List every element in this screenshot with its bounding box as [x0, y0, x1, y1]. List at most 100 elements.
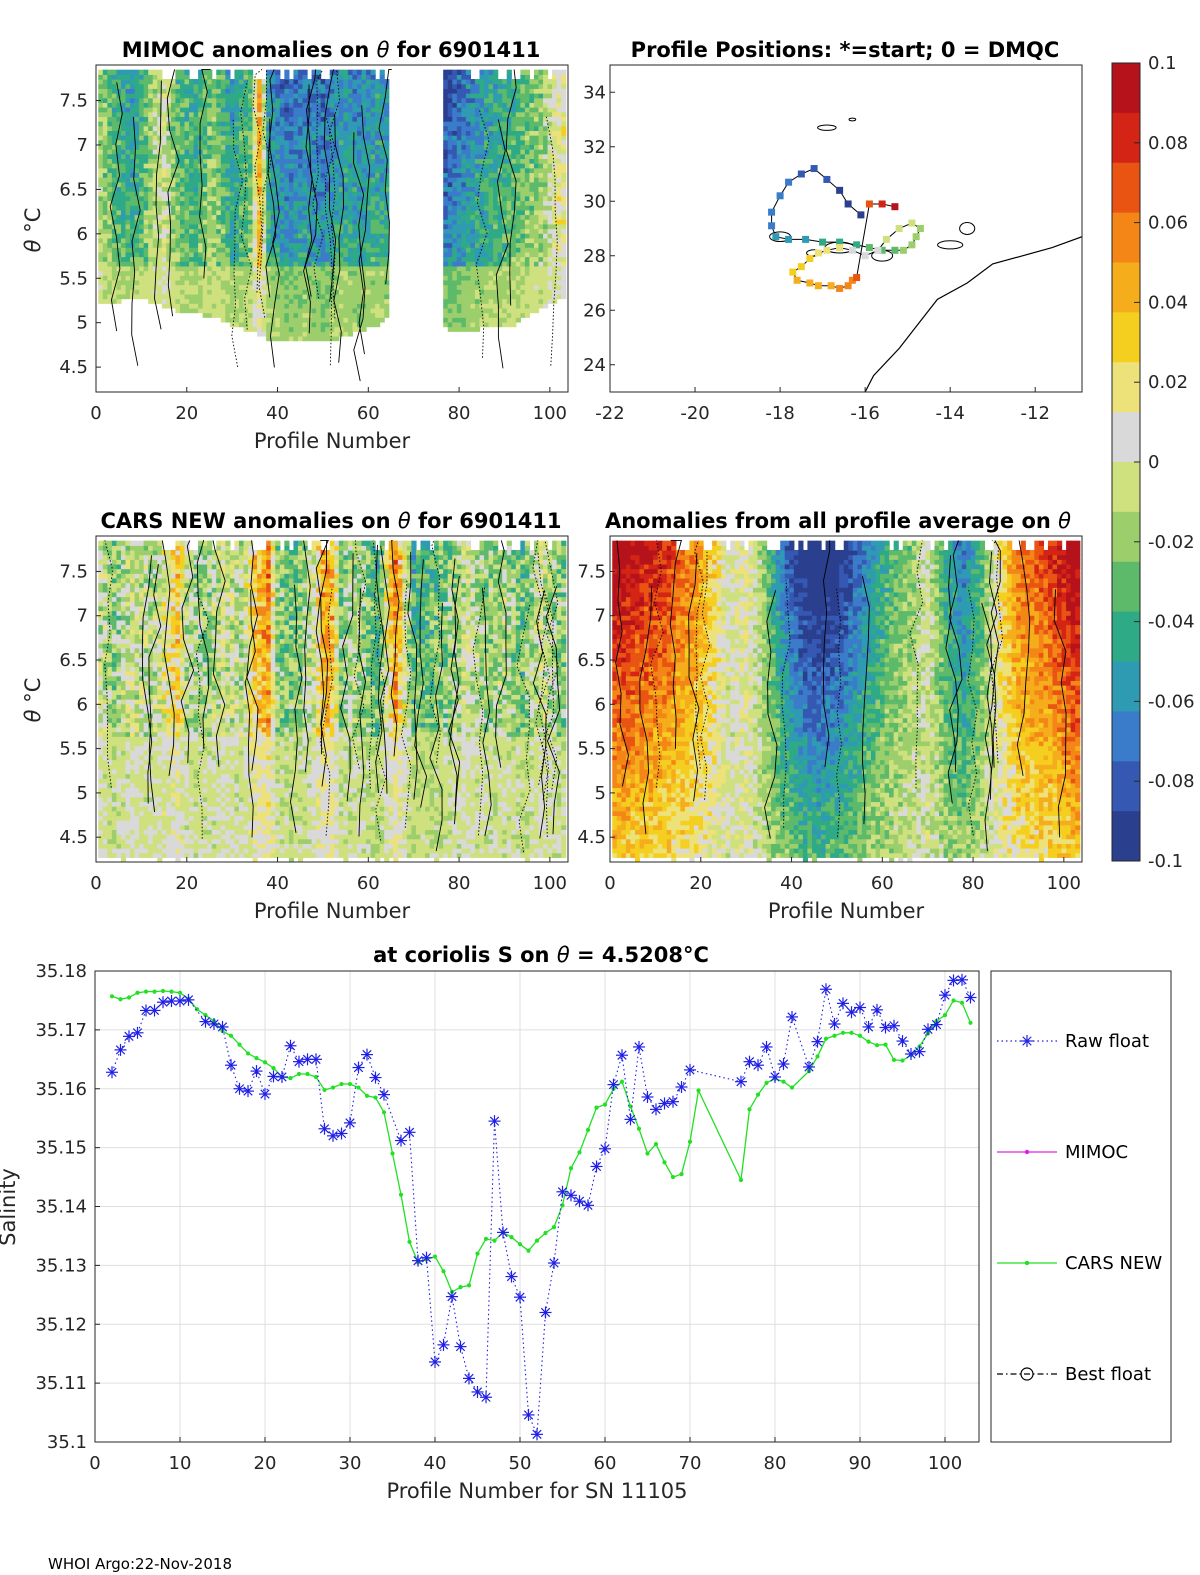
heatmap-cell: [211, 102, 217, 108]
heatmap-cell: [443, 261, 449, 267]
heatmap-cell: [461, 116, 467, 122]
heatmap-cell: [461, 111, 467, 117]
heatmap-cell: [311, 289, 317, 295]
heatmap-cell: [543, 163, 549, 169]
heatmap-cell: [207, 298, 213, 304]
heatmap-cell: [211, 97, 217, 103]
heatmap-cell: [307, 261, 313, 267]
heatmap-cell: [179, 303, 186, 309]
heatmap-cell: [207, 270, 213, 276]
heatmap-cell: [465, 200, 472, 206]
heatmap-cell: [102, 121, 108, 127]
heatmap-cell: [288, 111, 295, 117]
heatmap-cell: [134, 153, 140, 160]
heatmap-cell: [252, 251, 258, 258]
heatmap-cell: [238, 223, 245, 230]
heatmap-cell: [561, 74, 567, 80]
heatmap-cell: [275, 223, 281, 230]
heatmap-cell: [225, 97, 231, 103]
heatmap-cell: [125, 102, 131, 108]
heatmap-cell: [447, 191, 453, 197]
heatmap-cell: [98, 293, 104, 300]
heatmap-cell: [216, 83, 222, 89]
heatmap-cell: [307, 275, 313, 281]
heatmap-cell: [488, 251, 494, 258]
heatmap-cell: [143, 209, 149, 216]
heatmap-cell: [484, 242, 490, 248]
heatmap-cell: [316, 158, 322, 164]
heatmap-cell: [184, 237, 190, 244]
heatmap-cell: [484, 107, 490, 113]
heatmap-cell: [493, 163, 499, 169]
heatmap-cell: [484, 205, 490, 211]
heatmap-cell: [161, 172, 167, 178]
heatmap-cell: [252, 149, 258, 155]
heatmap-cell: [547, 111, 553, 117]
heatmap-cell: [524, 125, 531, 131]
heatmap-cell: [474, 265, 481, 272]
heatmap-cell: [520, 177, 526, 183]
heatmap-cell: [329, 125, 335, 131]
heatmap-cell: [506, 289, 512, 295]
heatmap-cell: [143, 251, 149, 258]
heatmap-cell: [198, 153, 204, 160]
heatmap-cell: [515, 214, 521, 220]
heatmap-cell: [452, 303, 458, 309]
heatmap-cell: [252, 214, 258, 220]
heatmap-cell: [502, 209, 508, 216]
heatmap-cell: [243, 242, 249, 248]
heatmap-cell: [470, 261, 476, 267]
heatmap-cell: [316, 88, 322, 94]
heatmap-cell: [311, 111, 317, 117]
heatmap-cell: [179, 247, 186, 253]
heatmap-cell: [98, 116, 104, 122]
heatmap-cell: [179, 265, 186, 272]
heatmap-cell: [479, 102, 485, 108]
heatmap-cell: [366, 214, 372, 220]
heatmap-cell: [102, 242, 108, 248]
heatmap-cell: [447, 251, 453, 258]
heatmap-cell: [166, 111, 172, 117]
heatmap-cell: [356, 153, 363, 160]
heatmap-cell: [484, 102, 490, 108]
heatmap-cell: [356, 307, 363, 314]
heatmap-cell: [207, 219, 213, 225]
heatmap-cell: [125, 74, 131, 80]
heatmap-cell: [506, 139, 512, 146]
heatmap-cell: [275, 289, 281, 295]
heatmap-cell: [238, 205, 245, 211]
heatmap-cell: [293, 177, 299, 183]
heatmap-cell: [316, 163, 322, 169]
heatmap-cell: [320, 144, 326, 150]
heatmap-cell: [220, 79, 226, 85]
heatmap-cell: [461, 69, 467, 75]
heatmap-cell: [352, 125, 358, 131]
heatmap-cell: [229, 289, 236, 295]
heatmap-cell: [125, 144, 131, 150]
heatmap-cell: [479, 219, 485, 225]
heatmap-cell: [543, 69, 549, 75]
heatmap-cell: [270, 303, 276, 309]
heatmap-cell: [293, 261, 299, 267]
heatmap-cell: [266, 265, 272, 272]
heatmap-cell: [375, 251, 381, 258]
heatmap-cell: [511, 186, 517, 192]
heatmap-cell: [538, 158, 544, 164]
heatmap-cell: [320, 88, 326, 94]
heatmap-cell: [447, 312, 453, 318]
heatmap-cell: [465, 181, 472, 188]
contour-line: [154, 80, 162, 330]
heatmap-cell: [543, 107, 549, 113]
heatmap-cell: [366, 298, 372, 304]
heatmap-cell: [443, 181, 449, 188]
heatmap-cell: [102, 251, 108, 258]
heatmap-cell: [248, 111, 254, 117]
heatmap-cell: [447, 200, 453, 206]
heatmap-cell: [193, 303, 199, 309]
heatmap-cell: [461, 242, 467, 248]
heatmap-cell: [375, 247, 381, 253]
heatmap-cell: [102, 111, 108, 117]
heatmap-cell: [488, 158, 494, 164]
heatmap-cell: [533, 93, 540, 99]
heatmap-cell: [261, 293, 267, 300]
